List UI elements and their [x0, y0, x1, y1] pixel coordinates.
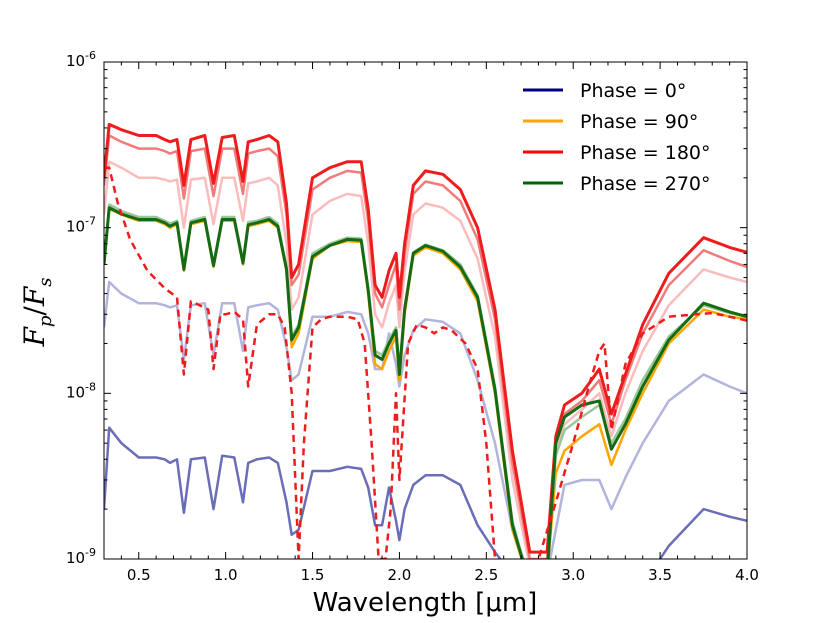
plot-frame [103, 61, 748, 560]
legend-label: Phase = 0° [580, 80, 686, 102]
x-tick-label: 2.0 [388, 566, 412, 584]
series-line-2-1 [104, 207, 747, 559]
x-tick-label: 4.0 [735, 566, 759, 584]
y-tick-label: 10-6 [66, 49, 96, 70]
x-tick-label: 1.5 [301, 566, 325, 584]
legend: Phase = 0° Phase = 90° Phase = 180° Phase =… [523, 80, 711, 195]
legend-label: Phase = 180° [580, 142, 711, 164]
x-axis: 0.5 1.0 1.5 2.0 2.5 3.0 3.5 4.0 [103, 62, 759, 584]
y-tick-label: 10-9 [66, 546, 96, 567]
series-line-3-1 [104, 160, 747, 559]
x-tick-label: 3.0 [561, 566, 585, 584]
series-line-1-1 [104, 426, 747, 559]
y-tick-label: 10-8 [66, 380, 96, 401]
dashed-series-line [104, 166, 747, 559]
plot-curves [104, 122, 747, 559]
y-axis: 10-9 10-8 10-7 10-6 [66, 49, 747, 567]
series-line-4-2 [104, 206, 747, 559]
series-line-4-1 [104, 203, 747, 559]
series-line-1-2 [104, 280, 747, 559]
series-line-3-2 [104, 134, 747, 559]
y-tick-label: 10-7 [66, 215, 96, 236]
legend-label: Phase = 90° [580, 111, 698, 133]
x-tick-label: 0.5 [127, 566, 151, 584]
x-tick-label: 1.0 [214, 566, 238, 584]
series-line-3-3 [104, 122, 747, 554]
legend-label: Phase = 270° [580, 173, 711, 195]
y-axis-label: Fp/Fs [18, 277, 56, 347]
x-tick-label: 3.5 [648, 566, 672, 584]
x-axis-label: Wavelength [μm] [313, 588, 538, 618]
x-tick-label: 2.5 [474, 566, 498, 584]
